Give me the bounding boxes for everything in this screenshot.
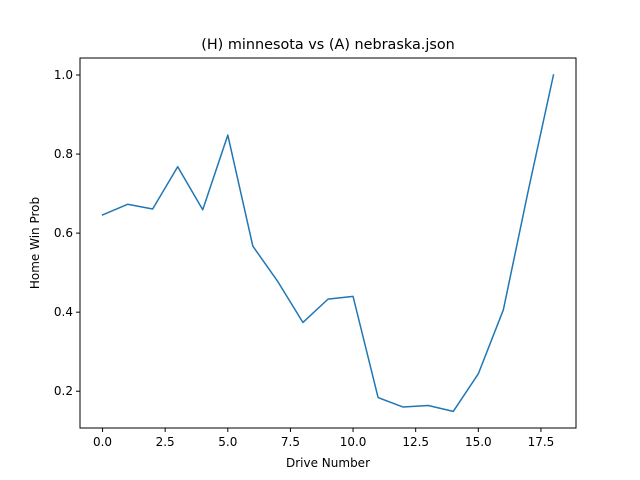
x-tick-label: 10.0 [340,435,367,449]
y-axis: 0.2 0.4 0.6 0.8 1.0 [54,68,80,398]
x-axis-label: Drive Number [286,456,370,470]
x-tick-label: 7.5 [281,435,300,449]
x-tick-label: 2.5 [156,435,175,449]
plot-area [101,74,555,413]
x-tick-label: 5.0 [218,435,237,449]
y-tick-label: 0.4 [54,305,73,319]
x-tick-label: 0.0 [93,435,112,449]
x-axis: 0.0 2.5 5.0 7.5 10.0 12.5 15.0 17.5 [93,428,554,449]
x-tick-label: 12.5 [402,435,429,449]
y-tick-label: 0.8 [54,147,73,161]
y-tick-label: 0.6 [54,226,73,240]
axes-frame [79,57,577,429]
series-line [101,74,555,413]
x-tick-label: 17.5 [528,435,555,449]
chart-title: (H) minnesota vs (A) nebraska.json [201,37,455,53]
y-axis-label: Home Win Prob [28,197,42,289]
x-tick-label: 15.0 [465,435,492,449]
y-tick-label: 1.0 [54,68,73,82]
y-tick-label: 0.2 [54,384,73,398]
